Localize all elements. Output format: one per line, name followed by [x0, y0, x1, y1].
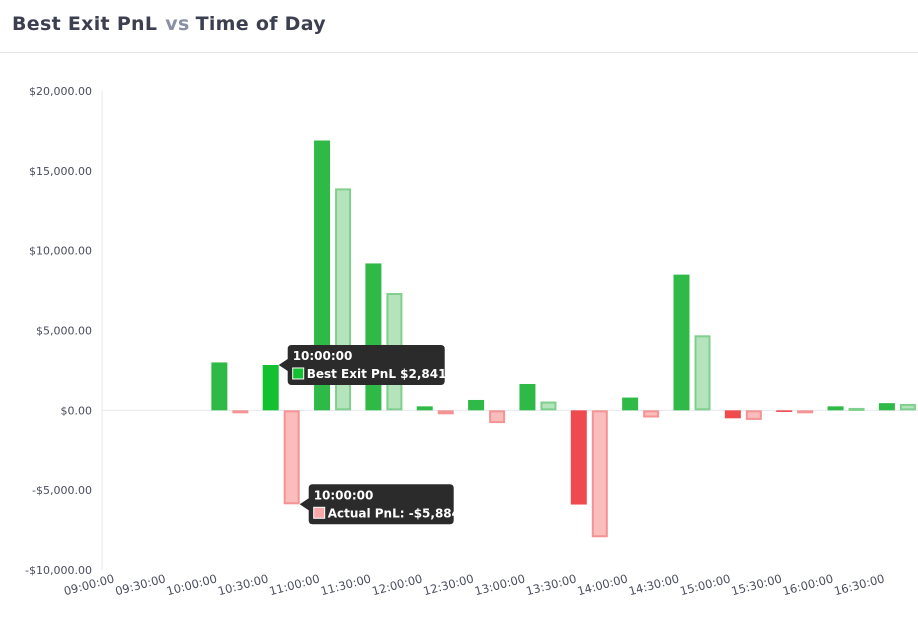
- best-exit-tooltip-title: 10:00:00: [293, 349, 353, 363]
- actual-pnl-tooltip-box: [299, 484, 454, 525]
- x-tick-label: 13:30:00: [524, 571, 578, 598]
- actual-pnl-tooltip-label: Actual PnL: -$5,884.04: [328, 506, 482, 520]
- actual-pnl-bar-140000[interactable]: [694, 335, 711, 411]
- y-tick-label: $10,000.00: [29, 245, 92, 258]
- actual-pnl-bar-143000[interactable]: [745, 410, 762, 420]
- y-tick-label: $20,000.00: [29, 85, 92, 98]
- best-exit-tooltip-label: Best Exit PnL $2,841.01: [307, 367, 468, 381]
- actual-pnl-bar-130000[interactable]: [591, 410, 608, 538]
- chart-title: Best Exit PnL vs Time of Day: [12, 13, 326, 35]
- x-tick-label: 15:30:00: [730, 571, 784, 598]
- x-tick-label: 14:00:00: [576, 571, 630, 598]
- y-tick-label: $0.00: [61, 404, 93, 417]
- actual-pnl-bar-123000[interactable]: [540, 401, 557, 411]
- x-tick-label: 10:30:00: [216, 571, 270, 598]
- x-tick-label: 13:00:00: [473, 571, 527, 598]
- x-tick-label: 16:00:00: [781, 571, 835, 598]
- best-exit-pnl-bar-093000[interactable]: [211, 362, 228, 411]
- best-exit-pnl-bar-100000[interactable]: [262, 364, 279, 411]
- best-exit-pnl-bar-113000[interactable]: [416, 406, 433, 411]
- best-exit-pnl-bar-143000[interactable]: [724, 410, 741, 419]
- best-exit-pnl-bar-160000[interactable]: [878, 403, 895, 411]
- best-exit-pnl-bar-103000[interactable]: [314, 140, 331, 411]
- x-tick-label: 14:30:00: [627, 571, 681, 598]
- x-tick-label: 10:00:00: [165, 571, 219, 598]
- x-tick-label: 11:00:00: [268, 571, 322, 598]
- x-tick-label: 15:00:00: [678, 571, 732, 598]
- x-tick-label: 16:30:00: [833, 571, 887, 598]
- best-exit-pnl-bar-153000[interactable]: [827, 406, 844, 411]
- actual-pnl-bar-133000[interactable]: [643, 410, 660, 418]
- x-tick-label: 17:: [916, 571, 918, 589]
- chart-header: Best Exit PnL vs Time of Day: [0, 0, 918, 53]
- best-exit-tooltip-box: [278, 344, 445, 385]
- best-exit-pnl-bar-130000[interactable]: [570, 410, 587, 505]
- y-tick-label: $5,000.00: [36, 325, 92, 338]
- title-vs: vs: [165, 13, 190, 35]
- best-exit-pnl-bar-133000[interactable]: [622, 397, 639, 411]
- title-best-exit: Best Exit PnL: [12, 13, 158, 35]
- x-tick-label: 09:30:00: [114, 571, 168, 598]
- x-tick-label: 12:00:00: [370, 571, 424, 598]
- y-tick-label: -$10,000.00: [25, 564, 92, 577]
- title-time-of-day: Time of Day: [195, 13, 326, 35]
- y-tick-label: -$5,000.00: [32, 484, 92, 497]
- actual-pnl-bar-153000[interactable]: [848, 407, 865, 411]
- actual-pnl-bar-113000[interactable]: [437, 410, 454, 415]
- actual-pnl-bar-093000[interactable]: [232, 410, 249, 414]
- actual-pnl-tooltip-swatch: [313, 506, 326, 519]
- x-tick-label: 12:30:00: [422, 571, 476, 598]
- actual-pnl-tooltip-title: 10:00:00: [314, 488, 374, 502]
- best-exit-pnl-bar-150000[interactable]: [776, 410, 793, 412]
- best-exit-pnl-bar-120000[interactable]: [468, 399, 485, 411]
- actual-pnl-bar-120000[interactable]: [489, 410, 506, 424]
- actual-pnl-bar-100000[interactable]: [283, 410, 300, 505]
- best-exit-pnl-bar-123000[interactable]: [519, 383, 536, 411]
- best-exit-pnl-bar-140000[interactable]: [673, 274, 690, 411]
- actual-pnl-bar-160000[interactable]: [899, 403, 916, 411]
- best-exit-pnl-bar-110000[interactable]: [365, 263, 382, 411]
- best-exit-tooltip-swatch: [292, 367, 305, 380]
- x-tick-label: 11:30:00: [319, 571, 373, 598]
- actual-pnl-bar-150000[interactable]: [797, 410, 814, 414]
- y-tick-label: $15,000.00: [29, 165, 92, 178]
